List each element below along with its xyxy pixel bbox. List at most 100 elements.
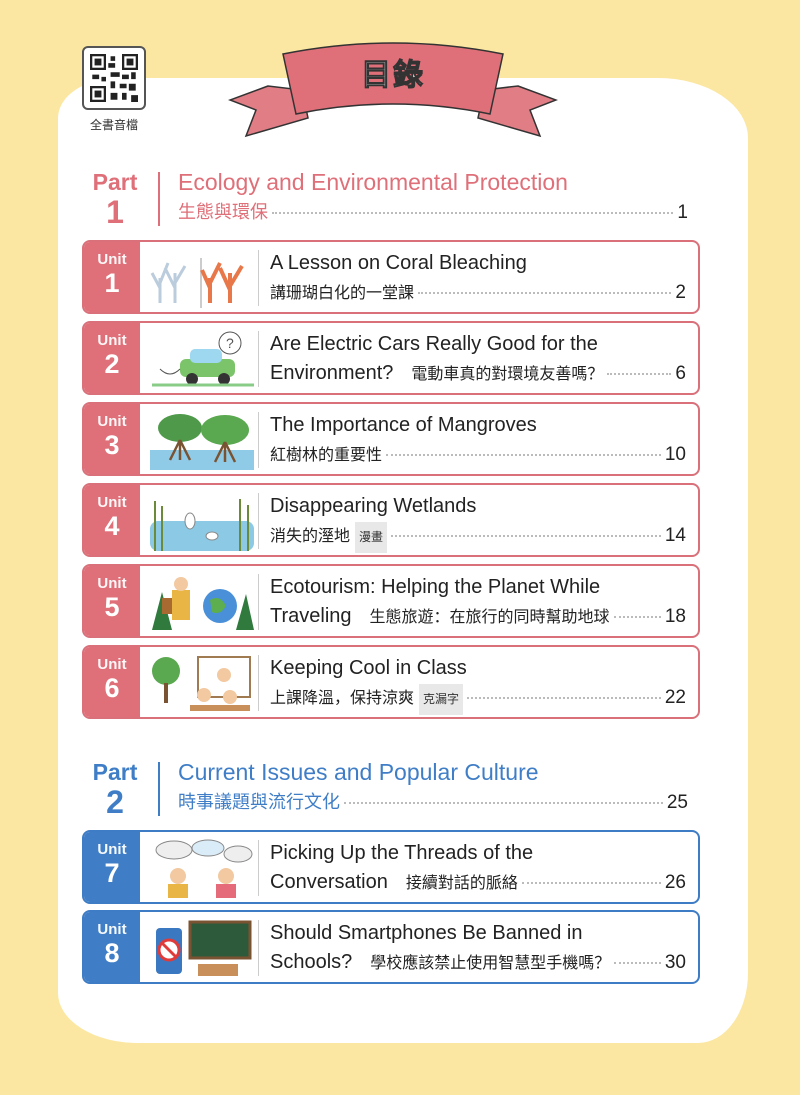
unit-badge: Unit 3	[84, 404, 140, 474]
part-title-en: Ecology and Environmental Protection	[178, 169, 568, 195]
unit-title-zh: 講珊瑚白化的一堂課	[270, 285, 415, 302]
unit-2-entry[interactable]: Unit 2 ? Are Electric Cars Really Good fo…	[82, 321, 700, 395]
unit-5-entry[interactable]: Unit 5 Ecotourism: Helping the Planet Whi…	[82, 564, 700, 638]
unit-label: Unit	[97, 921, 127, 938]
unit-badge: Unit 5	[84, 566, 140, 636]
title-ribbon: 目錄	[227, 38, 559, 138]
part-number: 2	[106, 784, 124, 820]
unit-3-entry[interactable]: Unit 3 The Importance of Mangroves 紅樹林的重要…	[82, 402, 700, 476]
part-title-zh: 生態與環保	[178, 202, 268, 222]
page-number: 10	[664, 444, 686, 465]
unit-title-en-cont: Conversation	[270, 871, 388, 893]
unit-label: Unit	[97, 413, 127, 430]
mangrove-illustration	[150, 414, 254, 470]
unit-number: 4	[104, 511, 120, 541]
divider	[158, 172, 160, 226]
part-label: Part	[92, 169, 138, 195]
unit-badge: Unit 7	[84, 832, 140, 902]
unit-label: Unit	[97, 575, 127, 592]
unit-title-zh: 生態旅遊：在旅行的同時幫助地球	[369, 609, 610, 626]
leader-dots	[521, 882, 661, 884]
wetland-illustration	[150, 499, 254, 551]
unit-title-en: A Lesson on Coral Bleaching	[270, 252, 527, 274]
unit-tag: 漫畫	[355, 522, 388, 553]
unit-title-en: The Importance of Mangroves	[270, 414, 537, 436]
unit-title-zh: 紅樹林的重要性	[270, 447, 383, 464]
unit-title-en: Picking Up the Threads of the	[270, 842, 534, 864]
unit-title-en-cont: Traveling	[270, 605, 352, 627]
unit-8-entry[interactable]: Unit 8 Should Smartphones Be Banned in Sc…	[82, 910, 700, 984]
unit-6-entry[interactable]: Unit 6 Keeping Cool in Class 上課降溫，保持涼爽 克漏字…	[82, 645, 700, 719]
unit-label: Unit	[97, 332, 127, 349]
part-title-zh: 時事議題與流行文化	[178, 792, 340, 812]
unit-title-en-cont: Environment?	[270, 362, 394, 384]
page-number: 6	[675, 363, 686, 384]
unit-badge: Unit 4	[84, 485, 140, 555]
unit-title-zh: 學校應該禁止使用智慧型手機嗎？	[370, 955, 611, 972]
unit-badge: Unit 1	[84, 242, 140, 312]
part-title-en: Current Issues and Popular Culture	[178, 759, 539, 785]
unit-badge: Unit 6	[84, 647, 140, 717]
page-number: 14	[664, 525, 686, 546]
unit-7-entry[interactable]: Unit 7 Picking Up the Threads of the Conv…	[82, 830, 700, 904]
divider	[258, 840, 259, 896]
unit-title-zh: 消失的溼地	[270, 528, 351, 545]
ecotourism-illustration	[152, 577, 254, 630]
unit-title-en: Ecotourism: Helping the Planet While	[270, 576, 601, 598]
divider	[258, 920, 259, 976]
leader-dots	[272, 212, 674, 214]
divider	[258, 250, 259, 306]
page-number: 22	[664, 687, 686, 708]
page-title: 目錄	[361, 59, 425, 93]
unit-title-en: Should Smartphones Be Banned in	[270, 922, 583, 944]
divider	[258, 412, 259, 468]
page-number: 26	[664, 872, 686, 893]
unit-title-zh: 電動車真的對環境友善嗎？	[411, 366, 604, 383]
leader-dots	[613, 616, 661, 618]
unit-number: 5	[104, 592, 120, 622]
unit-title-en: Are Electric Cars Really Good for the	[270, 333, 598, 355]
page-number: 2	[675, 282, 686, 303]
unit-badge: Unit 2	[84, 323, 140, 393]
unit-4-entry[interactable]: Unit 4 Disappearing Wetlands 消失的溼地 漫畫 14	[82, 483, 700, 557]
leader-dots	[391, 535, 661, 537]
unit-number: 1	[104, 268, 120, 298]
svg-text:?: ?	[226, 335, 234, 351]
page-number: 1	[677, 202, 688, 223]
page-number: 18	[664, 606, 686, 627]
leader-dots	[386, 454, 661, 456]
leader-dots	[607, 373, 672, 375]
unit-title-en: Disappearing Wetlands	[270, 495, 477, 517]
classroom-illustration	[152, 656, 251, 711]
unit-1-entry[interactable]: Unit 1 A Lesson on Coral Bleaching 講珊瑚白化的…	[82, 240, 700, 314]
leader-dots	[614, 962, 661, 964]
unit-label: Unit	[97, 841, 127, 858]
divider	[258, 493, 259, 549]
unit-number: 7	[104, 858, 120, 888]
page-number: 25	[666, 792, 688, 813]
qr-code-icon[interactable]	[82, 46, 146, 110]
smartphone-ban-illustration	[156, 920, 252, 976]
page-number: 30	[664, 952, 686, 973]
unit-label: Unit	[97, 251, 127, 268]
leader-dots	[418, 292, 672, 294]
divider	[258, 655, 259, 711]
conversation-illustration	[155, 839, 253, 898]
divider	[258, 331, 259, 387]
unit-badge: Unit 8	[84, 912, 140, 982]
part-1-heading[interactable]: Part 1 Ecology and Environmental Protect…	[82, 168, 702, 232]
unit-title-en: Keeping Cool in Class	[270, 657, 467, 679]
electric-car-illustration: ?	[152, 331, 254, 387]
qr-label: 全書音檔	[89, 118, 138, 132]
part-2-heading[interactable]: Part 2 Current Issues and Popular Cultur…	[82, 758, 702, 822]
leader-dots	[467, 697, 661, 699]
unit-number: 8	[104, 938, 120, 968]
divider	[258, 574, 259, 630]
part-number: 1	[106, 194, 124, 230]
coral-illustration	[150, 258, 244, 308]
unit-number: 6	[104, 673, 120, 703]
unit-number: 2	[104, 349, 120, 379]
unit-title-zh: 接續對話的脈絡	[405, 875, 518, 892]
unit-title-zh: 上課降溫，保持涼爽	[270, 690, 415, 707]
unit-label: Unit	[97, 656, 127, 673]
